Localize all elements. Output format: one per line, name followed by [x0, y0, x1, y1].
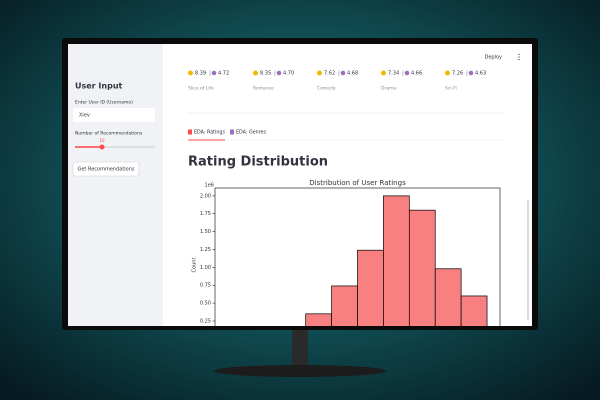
star-icon	[188, 70, 193, 76]
score-icon	[468, 70, 474, 76]
genre-name: Drama	[381, 86, 396, 92]
star-icon	[317, 70, 322, 76]
deploy-button[interactable]: Deploy	[484, 55, 502, 61]
tab-icon	[188, 129, 192, 135]
plot-frame	[214, 187, 501, 326]
monitor-base	[214, 365, 386, 377]
star-icon	[253, 70, 258, 76]
input-label: Enter User ID (Username)	[75, 100, 133, 106]
genre-rating: 7.34	[388, 71, 399, 77]
y-tick-label: 1.50	[200, 229, 211, 235]
genre-score: 4.66	[411, 71, 422, 77]
genre-rating: 7.26	[452, 71, 463, 77]
sidebar	[68, 44, 163, 326]
histogram-bar	[357, 249, 384, 326]
y-axis-label: Count	[192, 258, 198, 273]
y-tick-label: 1.25	[200, 247, 211, 253]
star-icon	[445, 70, 450, 76]
tab[interactable]: EDA: Genres	[236, 130, 267, 136]
histogram-bar	[434, 268, 462, 326]
genre-name: Sci-Fi	[445, 86, 457, 92]
histogram-bar	[305, 313, 332, 326]
y-offset-label: 1e6	[205, 183, 214, 189]
user-id-input[interactable]	[73, 108, 155, 122]
monitor-stand	[292, 328, 308, 368]
chart-title: Distribution of User Ratings	[309, 179, 406, 187]
star-icon	[381, 70, 386, 76]
tab-icon	[230, 129, 234, 135]
y-tick-label: 0.25	[200, 318, 211, 324]
button-label: Get Recommendations	[77, 167, 134, 173]
score-icon	[404, 70, 410, 76]
y-tick-label: 1.00	[200, 265, 211, 271]
histogram-bar	[331, 285, 358, 326]
genre-name: Slice of Life	[188, 86, 214, 92]
user-id-value: Xiev	[79, 113, 90, 119]
genre-name: Romance	[253, 86, 274, 92]
genre-score: 4.68	[347, 71, 358, 77]
genre-score: 4.63	[475, 71, 486, 77]
histogram-bar	[408, 209, 436, 326]
y-tick-label: 0.75	[200, 283, 211, 289]
section-title: Rating Distribution	[188, 155, 328, 170]
y-tick-label: 1.75	[200, 211, 211, 217]
tab[interactable]: EDA: Ratings	[194, 130, 225, 136]
genre-name: Comedy	[317, 86, 336, 92]
score-icon	[211, 70, 217, 76]
y-tick-label: 0.50	[200, 301, 211, 307]
genre-rating: 8.35	[260, 71, 271, 77]
slider-label: Number of Recommendations	[75, 131, 143, 137]
score-icon	[276, 70, 282, 76]
sidebar-title: User Input	[75, 82, 123, 91]
genre-rating: 8.39	[195, 71, 206, 77]
genre-score: 4.70	[283, 71, 294, 77]
slider-knob[interactable]	[99, 144, 105, 150]
menu-icon[interactable]	[518, 53, 520, 61]
slider-value: 10	[99, 138, 105, 143]
histogram-bar	[383, 195, 410, 326]
recommend-button[interactable]	[72, 161, 140, 177]
genre-rating: 7.62	[324, 71, 335, 77]
genre-score: 4.72	[218, 71, 229, 77]
score-icon	[340, 70, 346, 76]
histogram-bar	[460, 295, 488, 326]
screen: User Input Enter User ID (Username) Xiev…	[68, 44, 532, 326]
y-tick-label: 2.00	[200, 193, 211, 199]
